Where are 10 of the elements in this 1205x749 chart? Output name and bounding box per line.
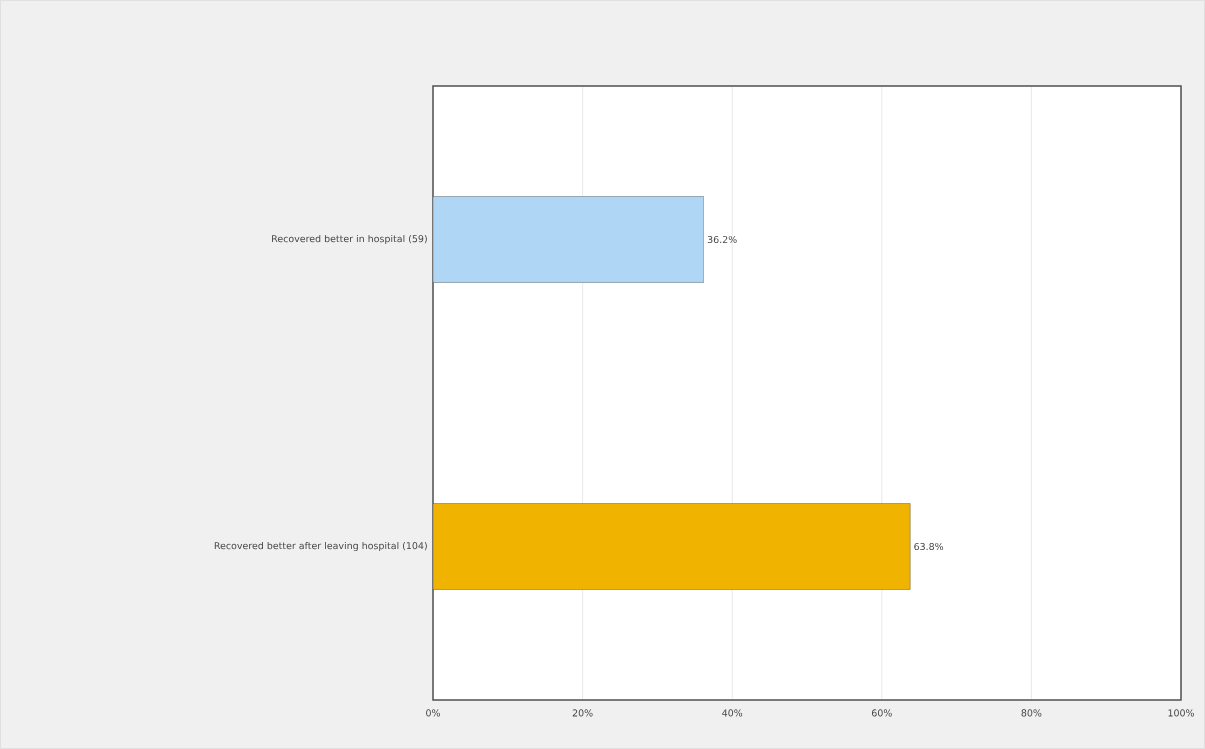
x-tick-label: 20% xyxy=(572,709,593,717)
data-label: 36.2% xyxy=(707,235,737,244)
data-label: 63.8% xyxy=(914,542,944,551)
x-tick-label: 40% xyxy=(722,709,743,717)
y-tick-label: Recovered better in hospital (59) xyxy=(272,234,427,245)
x-tick-label: 0% xyxy=(426,709,440,717)
x-tick-label: 100% xyxy=(1168,709,1195,717)
y-tick-label: Recovered better after leaving hospital (104) xyxy=(214,541,427,552)
x-tick-label: 80% xyxy=(1021,709,1042,717)
x-tick-label: 60% xyxy=(871,709,892,717)
